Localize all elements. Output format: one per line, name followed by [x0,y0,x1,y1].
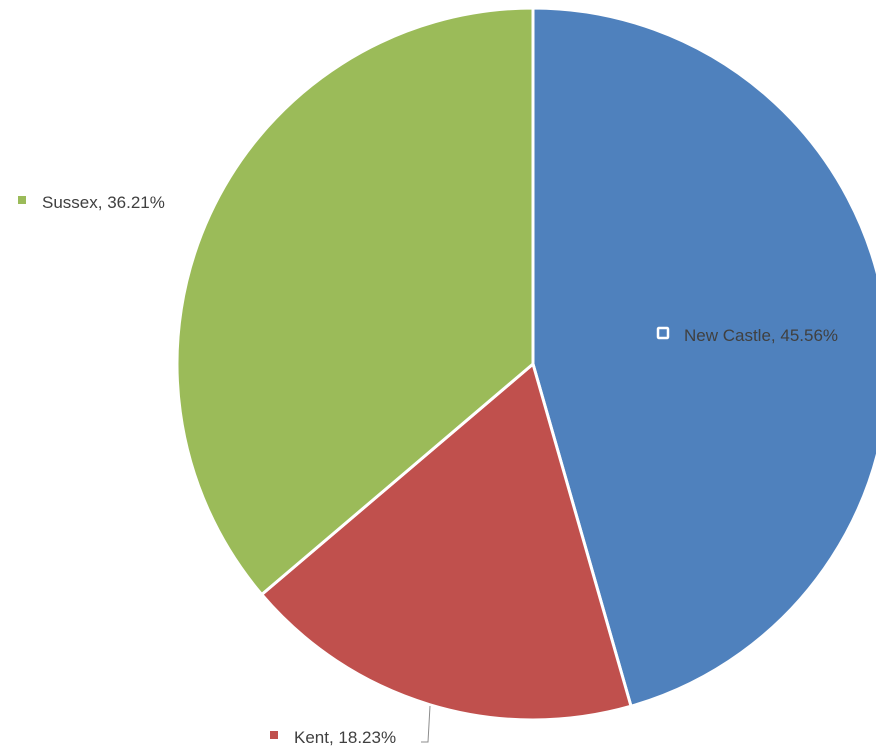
pie-slice-sussex [175,6,535,597]
pie-slices [175,6,876,722]
legend-key-new-castle-icon [656,326,670,340]
data-label-text-sussex: Sussex, 36.21% [42,193,165,212]
data-label-new-castle: New Castle, 45.56% [656,326,838,345]
kent-leader-line [421,705,431,743]
legend-key-sussex-icon [18,196,26,204]
data-label-text-kent: Kent, 18.23% [294,728,396,747]
pie-slice-kent [260,362,633,722]
data-label-text-new-castle: New Castle, 45.56% [684,326,838,345]
pie-slice-new-castle [531,6,876,708]
data-label-kent: Kent, 18.23% [270,728,396,747]
data-label-sussex: Sussex, 36.21% [18,193,165,212]
legend-key-kent-icon [270,731,278,739]
data-labels: New Castle, 45.56% Kent, 18.23% Sussex, 36… [18,193,838,747]
leader-lines [421,705,431,743]
